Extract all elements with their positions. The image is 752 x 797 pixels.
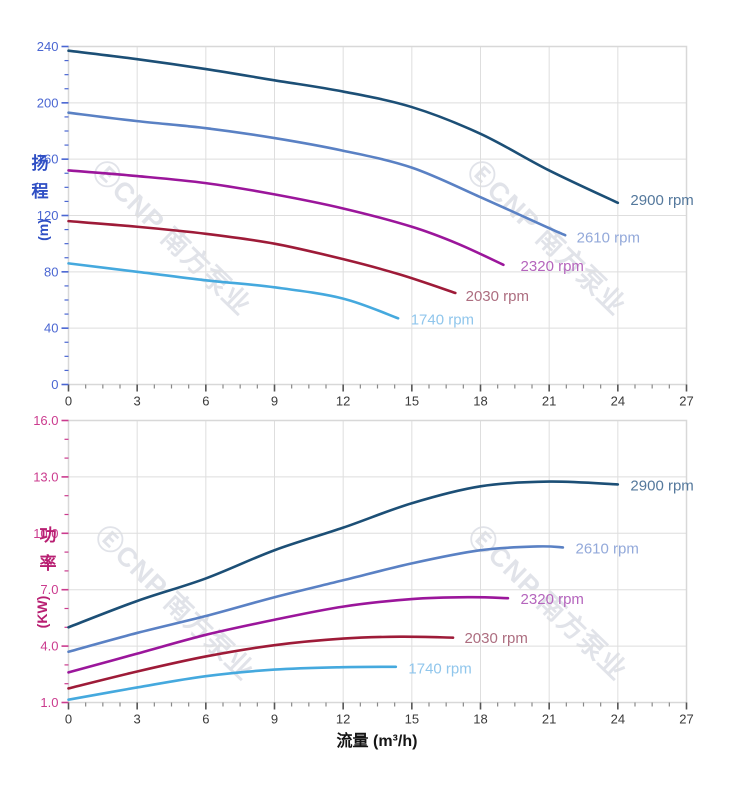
- curve-2900-rpm: [67, 49, 620, 205]
- x-tick-label: 0: [65, 394, 72, 409]
- curve-2320-rpm: [67, 169, 505, 267]
- y-axis: 0 40 80 120 160 200 240: [37, 39, 69, 392]
- y-tick-label: 200: [37, 95, 59, 110]
- series-label-2030-rpm: 2030 rpm: [466, 288, 529, 305]
- head-vs-flow-chart: 0 3 6 9 12 15 18 21 24 27 0 40 80 120 160 200 240 2900 rp…: [37, 39, 694, 409]
- y-tick-label: 0: [51, 377, 58, 392]
- head-axis-unit: (m): [35, 219, 51, 241]
- y-tick-label: 4.0: [40, 639, 58, 654]
- y-tick-label: 13.0: [33, 469, 58, 484]
- x-tick-label: 0: [65, 712, 72, 727]
- curve-1740-rpm: [67, 262, 400, 320]
- curve-2900-rpm: [67, 480, 620, 629]
- x-tick-label: 18: [473, 712, 487, 727]
- power-vs-flow-chart: 0 3 6 9 12 15 18 21 24 27 1.0 4.0 7.0 10.0 13.0 16.0 290…: [33, 413, 694, 727]
- series-label-1740-rpm: 1740 rpm: [411, 312, 474, 329]
- curve-1740-rpm: [67, 665, 398, 701]
- y-tick-label: 80: [44, 264, 58, 279]
- x-tick-label: 3: [134, 712, 141, 727]
- power-axis-title: 功率: [39, 526, 57, 573]
- curve-2320-rpm: [67, 595, 510, 674]
- y-tick-label: 1.0: [40, 695, 58, 710]
- y-tick-label: 10.0: [33, 526, 58, 541]
- series-label-1740-rpm: 1740 rpm: [408, 660, 471, 677]
- x-tick-label: 21: [542, 394, 556, 409]
- flow-axis-title: 流量 (m³/h): [336, 733, 418, 750]
- x-tick-label: 3: [134, 394, 141, 409]
- y-axis: 1.0 4.0 7.0 10.0 13.0 16.0: [33, 413, 69, 710]
- series-label-2030-rpm: 2030 rpm: [464, 630, 527, 647]
- y-tick-label: 16.0: [33, 413, 58, 428]
- head-axis-title: 扬程: [31, 154, 49, 201]
- curve-2610-rpm: [67, 111, 567, 237]
- x-tick-label: 12: [336, 394, 350, 409]
- grid: [68, 420, 687, 703]
- x-tick-label: 9: [271, 394, 278, 409]
- y-tick-label: 40: [44, 321, 58, 336]
- curve-2610-rpm: [67, 545, 565, 654]
- y-tick-label: 7.0: [40, 582, 58, 597]
- y-tick-label: 240: [37, 39, 59, 54]
- series-label-2900-rpm: 2900 rpm: [630, 477, 693, 494]
- curve-2030-rpm: [67, 219, 457, 295]
- y-tick-label: 160: [37, 152, 59, 167]
- x-tick-label: 21: [542, 712, 556, 727]
- curve-2030-rpm: [67, 635, 455, 690]
- y-tick-label: 120: [37, 208, 59, 223]
- x-tick-label: 24: [611, 712, 625, 727]
- x-tick-label: 9: [271, 712, 278, 727]
- x-tick-label: 12: [336, 712, 350, 727]
- x-axis: 0 3 6 9 12 15 18 21 24 27: [65, 384, 694, 409]
- power-axis-unit: (KW): [34, 595, 50, 629]
- x-tick-label: 18: [473, 394, 487, 409]
- x-tick-label: 15: [405, 712, 419, 727]
- series-label-2320-rpm: 2320 rpm: [521, 591, 584, 608]
- series-label-2610-rpm: 2610 rpm: [575, 540, 638, 557]
- series-label-2320-rpm: 2320 rpm: [521, 258, 584, 275]
- series-label-2900-rpm: 2900 rpm: [630, 192, 693, 209]
- series-label-2610-rpm: 2610 rpm: [577, 229, 640, 246]
- plot-border: [67, 419, 688, 704]
- x-axis: 0 3 6 9 12 15 18 21 24 27: [65, 702, 694, 727]
- x-tick-label: 15: [405, 394, 419, 409]
- x-tick-label: 27: [679, 394, 693, 409]
- x-tick-label: 24: [611, 394, 625, 409]
- x-tick-label: 6: [202, 712, 209, 727]
- x-tick-label: 27: [679, 712, 693, 727]
- x-tick-label: 6: [202, 394, 209, 409]
